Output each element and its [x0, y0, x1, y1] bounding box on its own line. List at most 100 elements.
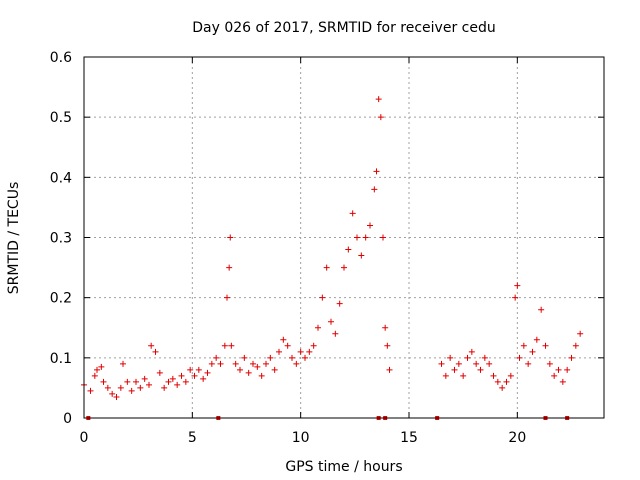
- data-point: [362, 234, 369, 241]
- data-point: [377, 114, 384, 121]
- data-point: [267, 354, 274, 361]
- data-point: [354, 234, 360, 241]
- data-point: [124, 378, 131, 385]
- data-point: [373, 168, 380, 175]
- data-point: [564, 366, 571, 373]
- data-point: [226, 264, 233, 271]
- data-point: [341, 264, 347, 271]
- data-point: [178, 372, 185, 379]
- data-point: [87, 387, 94, 394]
- data-point: [516, 354, 523, 361]
- data-point: [109, 390, 116, 397]
- data-point: [104, 384, 111, 391]
- data-point: [227, 234, 234, 241]
- data-point: [367, 222, 373, 229]
- data-point: [349, 210, 356, 217]
- data-point: [542, 342, 549, 349]
- data-point: [204, 369, 211, 376]
- data-point: [375, 96, 382, 103]
- data-point: [191, 372, 198, 379]
- data-point: [555, 366, 562, 373]
- data-point: [228, 342, 235, 349]
- y-tick-label: 0.1: [50, 351, 72, 367]
- data-point: [514, 282, 521, 289]
- data-point: [332, 330, 339, 337]
- data-point: [328, 318, 334, 325]
- data-point: [232, 360, 239, 367]
- data-point: [486, 360, 493, 367]
- data-point: [451, 366, 458, 373]
- data-point: [572, 342, 579, 349]
- x-tick-label: 15: [400, 430, 418, 446]
- data-point: [442, 372, 449, 379]
- data-point: [195, 366, 202, 373]
- data-point: [120, 360, 126, 367]
- data-point: [512, 294, 519, 301]
- data-point: [182, 378, 189, 385]
- data-point: [336, 300, 343, 307]
- data-point: [551, 372, 558, 379]
- data-point: [490, 372, 497, 379]
- data-point: [156, 369, 163, 376]
- data-point: [217, 360, 224, 367]
- data-point: [169, 375, 176, 382]
- data-point: [250, 360, 256, 367]
- data-point: [152, 348, 159, 355]
- data-point: [174, 381, 181, 388]
- data-point: [386, 366, 393, 373]
- data-point: [302, 354, 308, 361]
- data-point: [213, 354, 220, 361]
- data-point: [507, 372, 514, 379]
- data-point: [237, 366, 243, 373]
- data-point: [221, 342, 228, 349]
- data-point: [371, 186, 378, 193]
- data-point: [382, 324, 389, 331]
- data-point: [141, 375, 148, 382]
- data-point: [438, 360, 445, 367]
- data-point: [455, 360, 462, 367]
- data-point: [546, 360, 553, 367]
- data-point: [271, 366, 278, 373]
- data-point: [137, 384, 144, 391]
- data-point: [464, 354, 471, 361]
- data-point: [473, 360, 480, 367]
- axis-ticks: 0 5 10 15 20 0 0.1 0.2 0.3 0.4 0.5 0.6: [50, 50, 604, 446]
- data-point: [494, 378, 501, 385]
- grid-lines: [84, 57, 604, 418]
- data-point: [477, 366, 484, 373]
- plot-frame: [83, 56, 605, 419]
- data-point: [113, 393, 120, 400]
- data-point: [245, 369, 252, 376]
- x-tick-label: 10: [292, 430, 310, 446]
- data-point: [577, 330, 584, 337]
- data-point: [358, 252, 365, 259]
- data-point: [499, 384, 506, 391]
- chart-title: Day 026 of 2017, SRMTID for receiver ced…: [192, 20, 495, 36]
- data-point: [345, 246, 352, 253]
- data-point: [538, 306, 545, 313]
- data-point: [323, 264, 330, 271]
- data-point: [263, 360, 269, 367]
- data-point: [133, 378, 139, 385]
- y-tick-label: 0.3: [50, 231, 72, 247]
- data-point: [380, 234, 386, 241]
- data-point: [559, 378, 566, 385]
- data-point: [533, 336, 540, 343]
- data-point: [503, 378, 510, 385]
- data-point: [529, 348, 536, 355]
- data-point: [187, 366, 194, 373]
- data-point: [319, 294, 326, 301]
- data-point: [117, 384, 124, 391]
- data-point: [208, 360, 215, 367]
- data-point: [161, 384, 168, 391]
- data-point: [447, 354, 454, 361]
- data-point: [520, 342, 527, 349]
- data-point: [568, 354, 575, 361]
- data-point: [315, 324, 321, 331]
- data-point: [148, 342, 155, 349]
- data-point: [94, 366, 100, 373]
- data-point: [468, 348, 475, 355]
- data-point: [224, 294, 230, 301]
- data-point: [384, 342, 391, 349]
- data-point: [165, 378, 172, 385]
